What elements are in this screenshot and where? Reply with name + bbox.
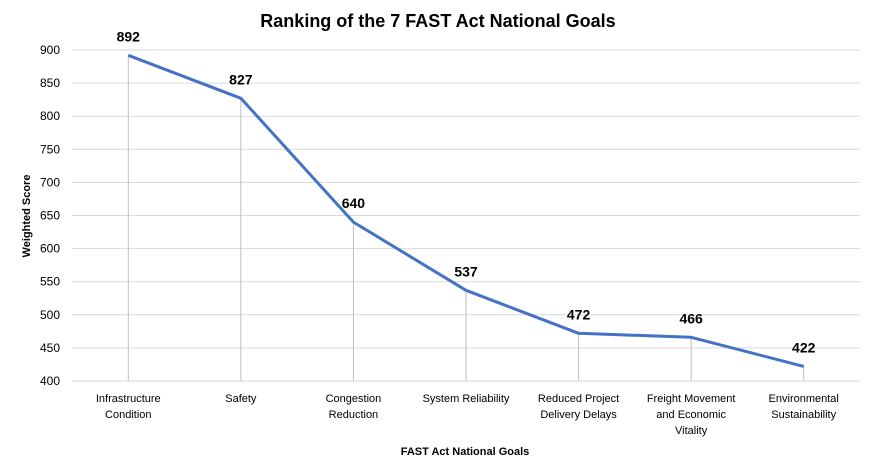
data-label: 892 [117,28,141,44]
y-axis-title: Weighted Score [21,175,33,258]
x-category-label-line: Infrastructure [96,393,161,405]
x-category-label: System Reliability [423,393,510,405]
x-category-label-line: Sustainability [771,409,836,421]
data-labels: 892 827 640 537 472 466 422 [117,28,816,355]
y-tick-label: 700 [40,175,60,189]
y-tick-label: 400 [40,374,60,388]
x-category-label: Infrastructure Condition [96,393,161,421]
y-axis-ticks: 400 450 500 550 600 650 700 750 800 850 900 [40,43,60,388]
x-category-label: Environmental Sustainability [769,393,839,421]
x-category-label-line: Freight Movement [647,393,736,405]
x-category-label: Reduced Project Delivery Delays [538,393,619,421]
x-category-label-line: Safety [225,393,257,405]
y-tick-label: 550 [40,275,60,289]
x-category-label-line: Reduction [329,409,379,421]
x-category-label-line: Condition [105,409,151,421]
y-tick-label: 450 [40,341,60,355]
x-axis-categories: Infrastructure Condition Safety Congestion R… [96,393,839,437]
y-tick-label: 600 [40,242,60,256]
drop-lines [127,55,805,381]
y-tick-label: 850 [40,76,60,90]
gridlines [72,49,860,382]
data-label: 472 [567,306,591,322]
x-category-label-line: Congestion [326,393,382,405]
x-category-label: Freight Movement and Economic Vitality [647,393,736,437]
series-line [127,53,805,368]
data-label: 640 [342,195,366,211]
y-tick-label: 500 [40,308,60,322]
x-category-label-line: Delivery Delays [540,409,617,421]
x-category-label-line: Environmental [769,393,839,405]
x-category-label: Congestion Reduction [326,393,382,421]
y-tick-label: 650 [40,209,60,223]
x-axis-title: FAST Act National Goals [401,446,530,458]
data-label: 537 [454,263,478,279]
x-category-label-line: and Economic [656,409,726,421]
x-category-label-line: Vitality [675,425,708,437]
data-label: 422 [792,339,816,355]
x-category-label-line: Reduced Project [538,393,619,405]
data-label: 827 [229,71,253,87]
y-tick-label: 900 [40,43,60,57]
x-category-label: Safety [225,393,257,405]
x-category-label-line: System Reliability [423,393,510,405]
chart-title: Ranking of the 7 FAST Act National Goals [260,11,615,31]
y-tick-label: 800 [40,109,60,123]
data-label: 466 [679,310,703,326]
y-tick-label: 750 [40,142,60,156]
